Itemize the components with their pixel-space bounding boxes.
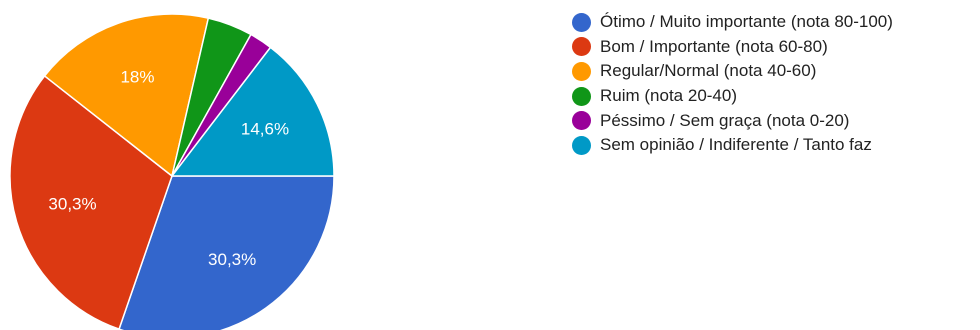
legend-swatch-icon	[572, 12, 591, 32]
legend-item-ruim-nota-20-40: Ruim (nota 20-40)	[572, 84, 893, 109]
legend-swatch-icon	[572, 135, 591, 155]
legend-swatch-icon	[572, 86, 591, 106]
slice-value-label: 14,6%	[241, 120, 289, 139]
chart-legend: Ótimo / Muito importante (nota 80-100) Bo…	[572, 10, 893, 158]
legend-label: Péssimo / Sem graça (nota 0-20)	[600, 110, 850, 130]
legend-item-sem-opiniao-indiferente-tanto-faz: Sem opinião / Indiferente / Tanto faz	[572, 133, 893, 158]
slice-value-label: 18%	[120, 68, 154, 87]
legend-label: Bom / Importante (nota 60-80)	[600, 36, 828, 56]
pie-slice-bom-importante-nota-60-80	[9, 75, 173, 330]
pie-slice-sem-opiniao-indiferente-tanto-faz	[171, 46, 335, 177]
pie-chart-svg: 30,3% 30,3% 18% 14,6%	[9, 13, 335, 330]
legend-item-otimo-muito-importante-nota-80-100: Ótimo / Muito importante (nota 80-100)	[572, 10, 893, 35]
pie-slice-otimo-muito-importante-nota-80-100	[118, 175, 335, 330]
slice-value-label: 30,3%	[48, 195, 96, 214]
legend-label: Sem opinião / Indiferente / Tanto faz	[600, 135, 872, 155]
legend-item-regular-normal-nota-40-60: Regular/Normal (nota 40-60)	[572, 59, 893, 84]
legend-label: Ótimo / Muito importante (nota 80-100)	[600, 12, 893, 32]
pie-slice-regular-normal-nota-40-60	[43, 13, 210, 177]
legend-swatch-icon	[572, 37, 591, 57]
legend-label: Ruim (nota 20-40)	[600, 86, 738, 106]
legend-label: Regular/Normal (nota 40-60)	[600, 61, 817, 81]
legend-swatch-icon	[572, 111, 591, 131]
legend-item-bom-importante-nota-60-80: Bom / Importante (nota 60-80)	[572, 35, 893, 60]
pie-chart: 30,3% 30,3% 18% 14,6%	[9, 13, 335, 330]
slice-value-label: 30,3%	[208, 250, 256, 269]
legend-item-pessimo-sem-graca-nota-0-20: Péssimo / Sem graça (nota 0-20)	[572, 108, 893, 133]
legend-swatch-icon	[572, 61, 591, 81]
